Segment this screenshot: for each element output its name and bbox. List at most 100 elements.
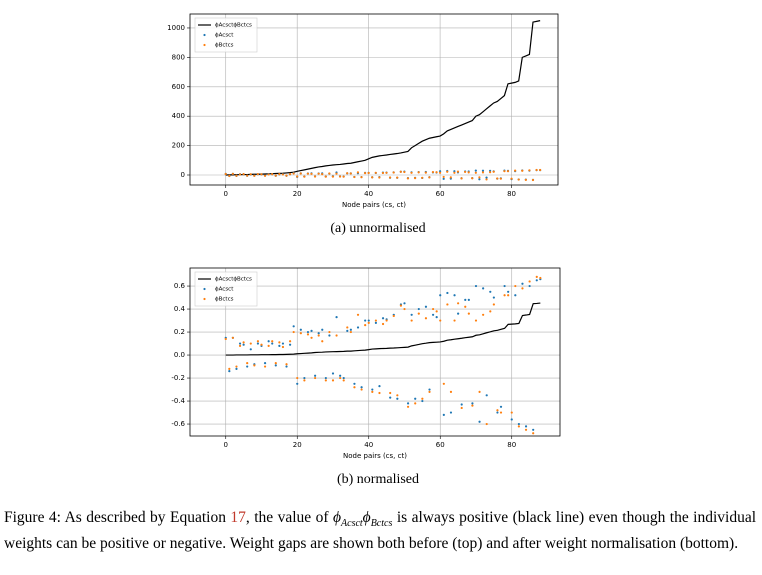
point (342, 379, 345, 382)
point (256, 342, 260, 345)
point (249, 173, 252, 176)
point (471, 402, 474, 405)
point (371, 388, 374, 391)
point (385, 171, 388, 174)
point (396, 176, 399, 179)
point (506, 170, 510, 173)
equation-ref[interactable]: 17 (230, 509, 246, 526)
point (381, 171, 385, 175)
point (285, 365, 288, 368)
point (296, 376, 299, 380)
point (331, 175, 335, 178)
caption-label: Figure 4: (4, 509, 61, 526)
point (324, 376, 327, 380)
point (517, 425, 520, 428)
math: ϕAcsctϕBctcs (332, 509, 392, 530)
point (364, 324, 367, 327)
point (292, 325, 295, 328)
point (435, 171, 438, 174)
point (499, 405, 503, 408)
point (378, 176, 381, 179)
point (517, 178, 520, 181)
point (335, 172, 338, 175)
point (431, 307, 435, 311)
point (528, 284, 531, 288)
point (474, 284, 478, 288)
point (306, 330, 310, 334)
point (303, 376, 306, 380)
point (353, 386, 356, 389)
point (524, 425, 528, 428)
line (225, 20, 541, 176)
point (496, 411, 499, 414)
point (281, 342, 285, 345)
point (367, 319, 370, 322)
point (535, 275, 538, 278)
point (267, 340, 270, 343)
point (435, 316, 438, 319)
math-subscript: Acsct (341, 518, 363, 530)
point (481, 169, 485, 172)
point (360, 388, 363, 391)
point (296, 382, 299, 385)
point (242, 341, 245, 344)
point (446, 303, 449, 306)
point (421, 399, 424, 403)
figure-caption: Figure 4: As described by Equation 17, t… (4, 508, 756, 554)
point (485, 394, 488, 397)
point (485, 422, 488, 426)
point (499, 177, 502, 180)
point (378, 391, 381, 395)
legend-label: ϕBctcs (215, 297, 234, 303)
point (274, 174, 277, 177)
legend-label: ϕAcsctϕBctcs (215, 277, 252, 283)
point (271, 342, 274, 345)
point (485, 176, 488, 179)
point (367, 321, 370, 324)
x-tick-label: 40 (364, 441, 373, 449)
point (510, 177, 513, 180)
point (431, 170, 435, 174)
math-symbol: ϕ (332, 509, 342, 526)
point (528, 280, 531, 283)
point (532, 432, 535, 435)
point (342, 175, 345, 178)
point (439, 319, 442, 322)
legend-label: ϕAcsct (215, 33, 234, 39)
point (414, 397, 417, 400)
point (410, 313, 413, 316)
point (464, 305, 467, 308)
point (335, 316, 338, 319)
point (453, 294, 456, 297)
point (410, 171, 413, 174)
point (388, 176, 392, 179)
point (263, 174, 267, 177)
point (485, 178, 488, 181)
point (403, 302, 406, 305)
point (242, 173, 245, 176)
point (288, 340, 292, 343)
point (328, 172, 331, 175)
point (321, 340, 324, 343)
point (471, 177, 474, 180)
point (360, 386, 363, 389)
point (310, 336, 313, 339)
point (457, 312, 460, 315)
point (421, 176, 424, 179)
point (306, 172, 310, 175)
point (389, 391, 392, 395)
point (242, 343, 245, 346)
point (238, 173, 242, 176)
plot-frame (189, 267, 561, 437)
point (482, 313, 485, 316)
point (442, 175, 445, 179)
point (253, 174, 256, 177)
point (474, 171, 477, 174)
point (346, 172, 349, 175)
point (403, 307, 406, 311)
x-tick-label: 60 (436, 441, 445, 449)
point (317, 172, 320, 175)
point (478, 420, 481, 423)
point (439, 294, 442, 297)
point (238, 342, 242, 345)
